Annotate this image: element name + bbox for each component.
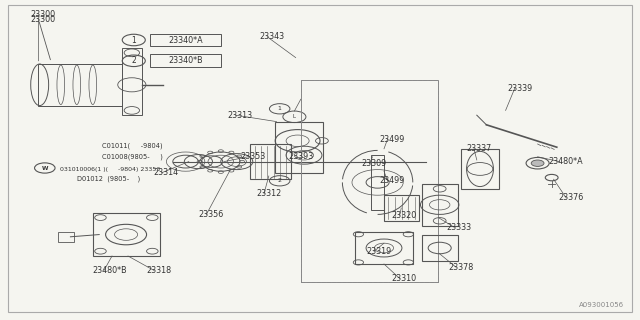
Text: 1: 1 [131,36,136,44]
Text: 23300: 23300 [31,10,56,19]
Text: 23376: 23376 [558,193,583,202]
Text: C01011(     -9804): C01011( -9804) [102,142,163,149]
Text: W: W [42,165,48,171]
Text: 23319: 23319 [366,247,391,256]
Bar [93,213,160,256]
Text: 23499: 23499 [380,135,405,144]
Text: 23309: 23309 [362,159,387,168]
Bar [422,184,458,226]
Text: 23480*A: 23480*A [548,157,583,166]
Bar [371,155,384,210]
Text: 23499: 23499 [380,176,405,185]
Bar [150,54,221,67]
Bar [384,195,419,221]
Text: 1: 1 [278,106,282,111]
Text: 23480*B: 23480*B [93,266,127,275]
Text: 031010006(1 )(     -9804) 23353: 031010006(1 )( -9804) 23353 [60,167,160,172]
Text: 23343: 23343 [259,32,284,41]
Bar [355,232,413,264]
Text: 23300: 23300 [31,15,56,24]
Text: 23340*B: 23340*B [168,56,203,65]
Bar [38,64,122,106]
Text: 23318: 23318 [146,266,171,275]
Text: 23333: 23333 [446,223,471,232]
Circle shape [531,160,544,166]
Text: 23353: 23353 [240,152,265,161]
Text: 23320: 23320 [392,211,417,220]
Bar [422,235,458,261]
Text: 23356: 23356 [198,210,223,219]
Text: 23314: 23314 [154,168,179,177]
Bar [301,80,438,282]
Text: L: L [293,114,296,119]
Text: 23313: 23313 [228,111,253,120]
Bar [250,144,291,179]
Text: 2: 2 [131,56,136,65]
Bar [150,34,221,46]
Text: 2: 2 [278,178,282,183]
Text: 23393: 23393 [288,152,313,161]
Bar [122,48,142,115]
Text: A093001056: A093001056 [579,302,624,308]
Text: 23310: 23310 [392,274,417,283]
Text: 23378: 23378 [448,263,473,272]
Text: D01012  (9805-    ): D01012 (9805- ) [77,176,140,182]
Text: 23337: 23337 [466,144,491,153]
Bar [275,122,323,173]
Bar [58,232,74,242]
Text: 23339: 23339 [507,84,532,92]
Bar [461,149,499,189]
Text: 23312: 23312 [256,189,281,198]
Text: 23340*A: 23340*A [168,36,203,44]
Bar [301,80,438,282]
Text: C01008(9805-     ): C01008(9805- ) [102,154,163,160]
